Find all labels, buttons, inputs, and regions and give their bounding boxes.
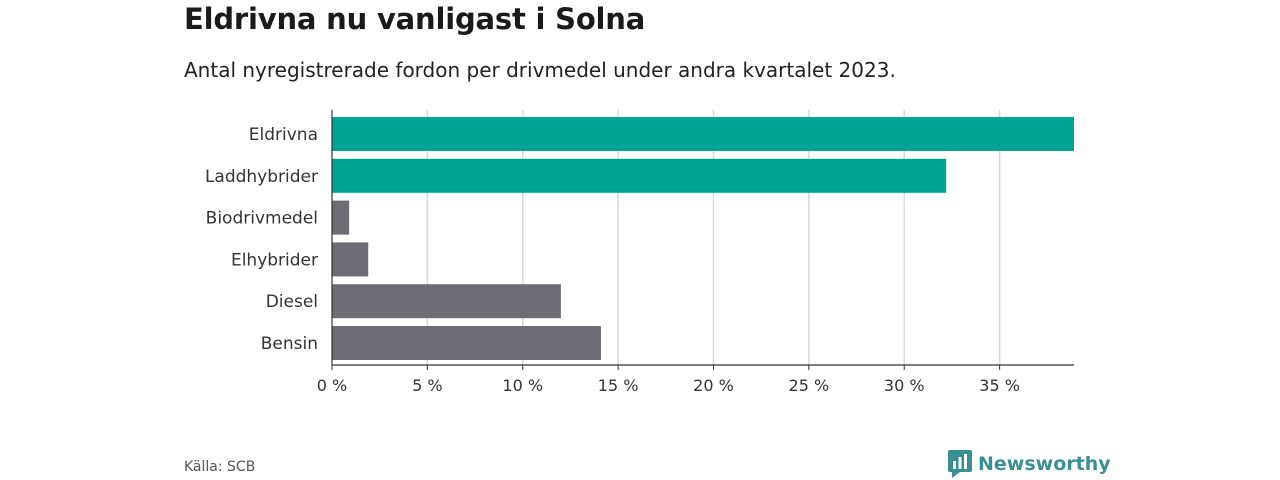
x-tick-label: 10 % [502,376,543,395]
bar [332,158,947,193]
x-tick-label: 20 % [693,376,734,395]
x-tick-label: 15 % [598,376,639,395]
x-tick-label: 25 % [789,376,830,395]
chart-title: Eldrivna nu vanligast i Solna [184,2,646,36]
category-label: Laddhybrider [205,167,318,187]
bars [332,117,1074,360]
category-label: Bensin [261,334,318,354]
brand-name: Newsworthy [978,453,1111,475]
category-label: Biodrivmedel [206,209,318,229]
x-tick-label: 35 % [979,376,1020,395]
x-tick-label: 5 % [412,376,442,395]
category-labels: Eldrivna Laddhybrider Biodrivmedel Elhybrid… [205,125,318,354]
category-label: Diesel [266,292,318,312]
bar [332,200,350,235]
newsworthy-logo-icon [948,450,972,478]
x-axis: 0 % 5 % 10 % 15 % 20 % 25 % 30 % 35 % [317,110,1074,395]
category-label: Eldrivna [249,125,318,145]
bar [332,117,1074,151]
grid-lines [426,110,1001,365]
bar [332,284,561,319]
bar [332,326,601,360]
x-tick-label: 0 % [317,376,347,395]
bar [332,242,369,277]
x-tick-label: 30 % [884,376,925,395]
chart-subtitle: Antal nyregistrerade fordon per drivmede… [184,58,896,82]
category-label: Elhybrider [231,250,318,270]
source-note: Källa: SCB [184,459,256,475]
brand: Newsworthy [948,450,1111,478]
